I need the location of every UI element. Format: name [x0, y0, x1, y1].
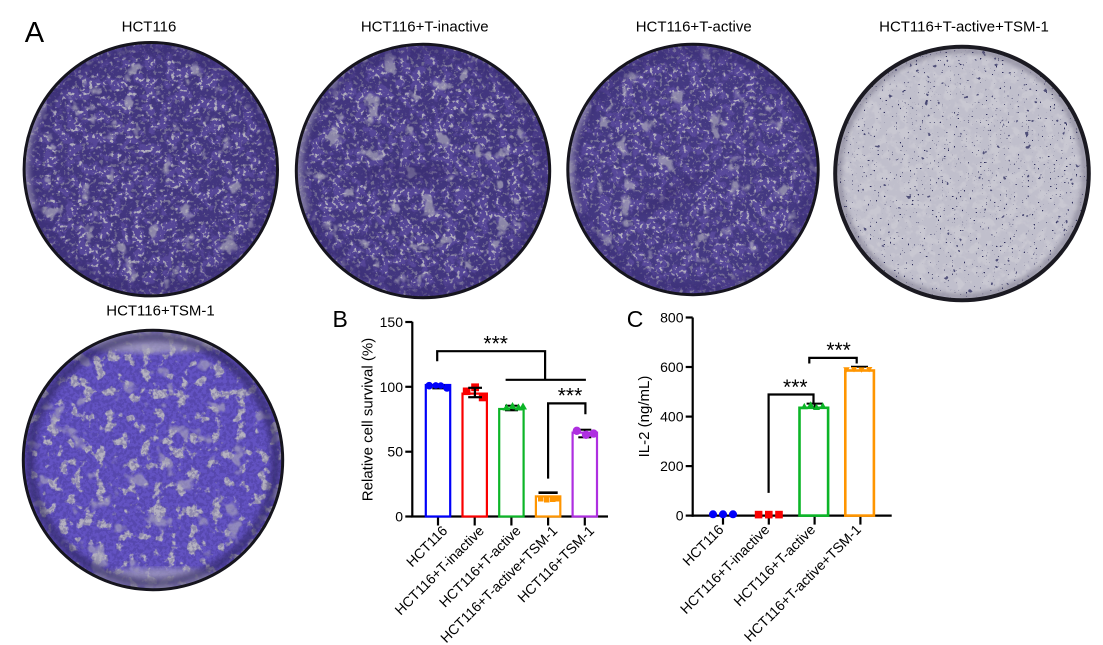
svg-text:50: 50 — [387, 444, 403, 460]
svg-text:150: 150 — [380, 314, 404, 330]
svg-text:400: 400 — [660, 409, 684, 425]
svg-text:HCT116: HCT116 — [122, 19, 177, 36]
svg-text:C: C — [627, 306, 644, 332]
svg-text:HCT116+T-active+TSM-1: HCT116+T-active+TSM-1 — [879, 19, 1049, 36]
svg-text:HCT116+T-active: HCT116+T-active — [730, 521, 818, 609]
svg-text:***: *** — [783, 376, 808, 399]
svg-text:800: 800 — [660, 310, 684, 326]
svg-text:100: 100 — [380, 379, 404, 395]
svg-text:***: *** — [483, 333, 508, 356]
svg-text:HCT116+TSM-1: HCT116+TSM-1 — [106, 303, 215, 320]
svg-text:Relative cell survival (%): Relative cell survival (%) — [360, 338, 377, 501]
svg-text:HCT116+T-active: HCT116+T-active — [636, 19, 752, 36]
svg-text:0: 0 — [676, 508, 684, 524]
svg-text:600: 600 — [660, 359, 684, 375]
svg-text:A: A — [25, 17, 45, 49]
svg-text:***: *** — [826, 339, 851, 362]
svg-text:0: 0 — [395, 509, 403, 525]
svg-text:IL-2 (ng/mL): IL-2 (ng/mL) — [636, 376, 653, 458]
svg-text:HCT116+T-inactive: HCT116+T-inactive — [361, 19, 489, 36]
svg-text:B: B — [333, 306, 348, 332]
svg-text:200: 200 — [660, 458, 684, 474]
svg-text:***: *** — [558, 385, 583, 408]
